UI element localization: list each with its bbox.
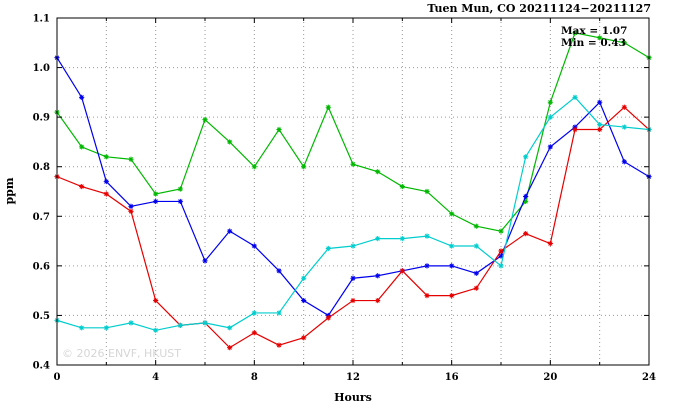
x-tick-label: 4 [152, 372, 159, 383]
plot-frame [56, 17, 650, 366]
series-cyan-line [56, 96, 650, 331]
x-tick-label: 8 [251, 372, 258, 383]
series-red-markers [54, 104, 652, 351]
y-tick-label: 0.7 [33, 212, 50, 223]
x-tick-label: 16 [445, 372, 459, 383]
y-tick-label: 0.4 [33, 361, 50, 372]
max-annotation: Max = 1.07 [561, 25, 627, 37]
y-tick-label: 0.5 [33, 311, 50, 322]
watermark: © 2026 ENVF, HKUST [62, 347, 181, 360]
x-tick-label: 24 [642, 372, 656, 383]
y-axis-label: ppm [3, 177, 16, 204]
x-axis-label: Hours [334, 391, 372, 404]
y-tick-label: 0.8 [33, 162, 50, 173]
y-tick-label: 1.0 [33, 63, 50, 74]
y-tick-label: 0.9 [33, 113, 50, 124]
y-tick-label: 0.6 [33, 261, 50, 272]
series-red-line [56, 106, 650, 349]
chart-title: Tuen Mun, CO 20211124−20211127 [427, 2, 651, 15]
x-tick-label: 12 [346, 372, 360, 383]
min-annotation: Min = 0.43 [561, 37, 626, 49]
x-tick-label: 0 [54, 372, 61, 383]
grid-layer [57, 18, 649, 365]
tick-labels: 0 4 8 12 16 20 24 0.4 0.5 0.6 0.7 0.8 0.9 1.0 1.1 [33, 14, 656, 384]
y-tick-label: 1.1 [33, 14, 50, 25]
x-tick-label: 20 [543, 372, 557, 383]
